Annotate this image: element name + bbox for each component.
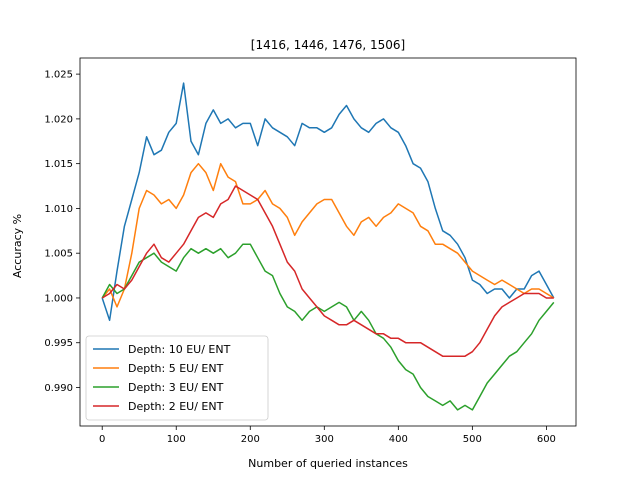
- x-tick-label: 100: [167, 434, 186, 445]
- y-tick-label: 0.990: [44, 383, 73, 394]
- x-tick-label: 600: [537, 434, 556, 445]
- x-tick-label: 400: [389, 434, 408, 445]
- x-tick-label: 500: [463, 434, 482, 445]
- y-tick-label: 1.025: [44, 70, 73, 81]
- series-line-3: [101, 243, 555, 411]
- x-axis: 0 100 200 300 400 500 600: [99, 426, 556, 445]
- x-tick-label: 0: [99, 434, 105, 445]
- legend: Depth: 10 EU/ ENT Depth: 5 EU/ ENT Depth: …: [85, 335, 269, 421]
- legend-box: [85, 335, 269, 421]
- legend-label: Depth: 3 EU/ ENT: [128, 381, 224, 394]
- y-tick-label: 1.020: [44, 114, 73, 125]
- y-tick-label: 0.995: [44, 338, 73, 349]
- y-axis: 0.990 0.995 1.000 1.005 1.010 1.015 1.020 1.025: [44, 70, 80, 394]
- x-tick-label: 300: [315, 434, 334, 445]
- chart-title: [1416, 1446, 1476, 1506]: [251, 38, 405, 52]
- y-axis-label: Accuracy %: [11, 214, 24, 278]
- y-tick-label: 1.000: [44, 293, 73, 304]
- y-tick-label: 1.005: [44, 249, 73, 260]
- legend-label: Depth: 5 EU/ ENT: [128, 362, 224, 375]
- x-axis-label: Number of queried instances: [248, 457, 408, 470]
- series-line-4: [101, 185, 554, 357]
- series-line-2: [101, 162, 555, 308]
- y-tick-label: 1.015: [44, 159, 73, 170]
- y-tick-label: 1.010: [44, 204, 73, 215]
- series-lines: [101, 82, 555, 411]
- legend-label: Depth: 2 EU/ ENT: [128, 400, 224, 413]
- legend-label: Depth: 10 EU/ ENT: [128, 343, 231, 356]
- series-line-1: [101, 82, 555, 322]
- x-tick-label: 200: [241, 434, 260, 445]
